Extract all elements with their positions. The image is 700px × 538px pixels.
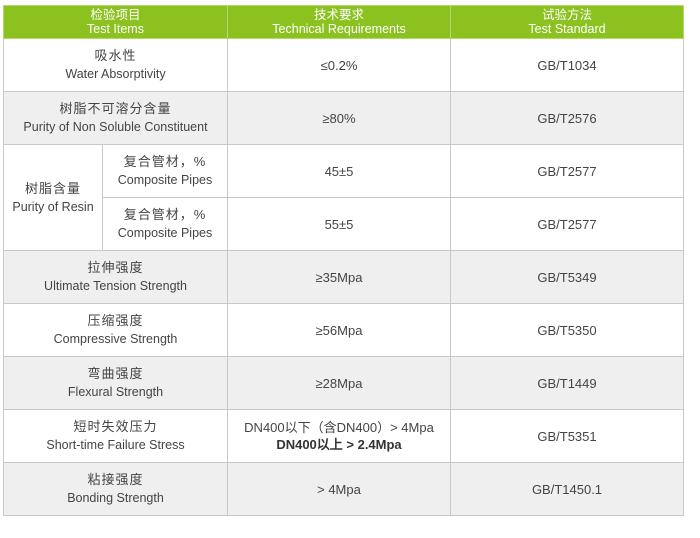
standard: GB/T2576	[450, 91, 684, 145]
item-zh: 弯曲强度	[87, 366, 144, 381]
header-zh: 技术要求	[313, 8, 364, 22]
item-zh: 拉伸强度	[87, 260, 144, 275]
standard: GB/T1449	[450, 356, 684, 410]
test-item: 拉伸强度 Ultimate Tension Strength	[3, 250, 228, 304]
requirement: ≥35Mpa	[227, 250, 451, 304]
sub-item-zh: 复合管材，%	[123, 207, 207, 222]
standard: GB/T2577	[450, 197, 684, 251]
requirement: 45±5	[227, 144, 451, 198]
sub-item-en: Composite Pipes	[117, 226, 213, 240]
requirement: ≥80%	[227, 91, 451, 145]
standard: GB/T2577	[450, 144, 684, 198]
sub-item-zh: 复合管材，%	[123, 154, 207, 169]
test-item: 粘接强度 Bonding Strength	[3, 462, 228, 516]
table-row: 压缩强度 Compressive Strength ≥56Mpa GB/T5350	[3, 303, 684, 357]
table-row: 粘接强度 Bonding Strength > 4Mpa GB/T1450.1	[3, 462, 684, 516]
item-zh: 树脂含量	[24, 180, 81, 196]
requirement: 55±5	[227, 197, 451, 251]
item-en: Purity of Resin	[12, 199, 94, 214]
table-row: 拉伸强度 Ultimate Tension Strength ≥35Mpa GB/…	[3, 250, 684, 304]
standard: GB/T5350	[450, 303, 684, 357]
item-en: Water Absorptivity	[65, 67, 166, 81]
test-item: 树脂不可溶分含量 Purity of Non Soluble Constituen…	[3, 91, 228, 145]
test-item: 短时失效压力 Short-time Failure Stress	[3, 409, 228, 463]
test-item: 弯曲强度 Flexural Strength	[3, 356, 228, 410]
requirement: > 4Mpa	[227, 462, 451, 516]
table-row: 吸水性 Water Absorptivity ≤0.2% GB/T1034	[3, 38, 684, 92]
standard: GB/T1034	[450, 38, 684, 92]
header-zh: 试验方法	[541, 8, 592, 22]
requirement-line-1: DN400以下（含DN400）> 4Mpa	[244, 420, 434, 435]
standard: GB/T1450.1	[450, 462, 684, 516]
requirement: ≥28Mpa	[227, 356, 451, 410]
header-en: Technical Requirements	[272, 22, 406, 36]
table-row: 短时失效压力 Short-time Failure Stress DN400以下（…	[3, 409, 684, 463]
requirement: ≥56Mpa	[227, 303, 451, 357]
item-en: Purity of Non Soluble Constituent	[23, 120, 208, 134]
header-en: Test Standard	[528, 22, 606, 36]
item-en: Short-time Failure Stress	[46, 438, 185, 452]
item-zh: 树脂不可溶分含量	[59, 101, 172, 116]
table-row: 弯曲强度 Flexural Strength ≥28Mpa GB/T1449	[3, 356, 684, 410]
item-en: Bonding Strength	[67, 491, 164, 505]
item-en: Flexural Strength	[67, 385, 164, 399]
sub-item: 复合管材，% Composite Pipes	[102, 144, 228, 198]
header-technical-requirements: 技术要求 Technical Requirements	[227, 5, 451, 39]
test-item: 压缩强度 Compressive Strength	[3, 303, 228, 357]
table-header: 检验项目 Test Items 技术要求 Technical Requirement…	[3, 5, 684, 39]
standard: GB/T5351	[450, 409, 684, 463]
table-row: 树脂不可溶分含量 Purity of Non Soluble Constituen…	[3, 91, 684, 145]
table-row: 树脂含量 Purity of Resin 复合管材，% Composite Pipe…	[3, 144, 684, 251]
item-en: Ultimate Tension Strength	[44, 279, 187, 293]
sub-item: 复合管材，% Composite Pipes	[102, 197, 228, 251]
item-en: Compressive Strength	[53, 332, 178, 346]
header-en: Test Items	[87, 22, 144, 36]
header-test-items: 检验项目 Test Items	[3, 5, 228, 39]
standard: GB/T5349	[450, 250, 684, 304]
item-zh: 粘接强度	[87, 472, 144, 487]
test-item: 吸水性 Water Absorptivity	[3, 38, 228, 92]
specification-table: 检验项目 Test Items 技术要求 Technical Requirement…	[3, 5, 684, 516]
requirement-line-2: DN400以上 > 2.4Mpa	[276, 437, 402, 452]
header-zh: 检验项目	[90, 8, 141, 22]
item-zh: 短时失效压力	[73, 419, 158, 434]
item-zh: 吸水性	[94, 48, 137, 63]
item-zh: 压缩强度	[87, 313, 144, 328]
sub-item-en: Composite Pipes	[117, 173, 213, 187]
header-test-standard: 试验方法 Test Standard	[450, 5, 684, 39]
test-item: 树脂含量 Purity of Resin	[3, 144, 103, 251]
requirement: ≤0.2%	[227, 38, 451, 92]
requirement: DN400以下（含DN400）> 4Mpa DN400以上 > 2.4Mpa	[227, 409, 451, 463]
table-row: 复合管材，% Composite Pipes 55±5 GB/T2577	[4, 197, 684, 251]
